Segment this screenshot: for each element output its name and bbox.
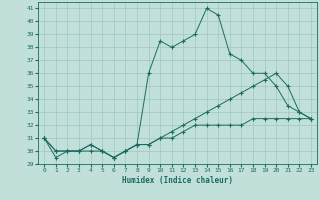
X-axis label: Humidex (Indice chaleur): Humidex (Indice chaleur) <box>122 176 233 185</box>
